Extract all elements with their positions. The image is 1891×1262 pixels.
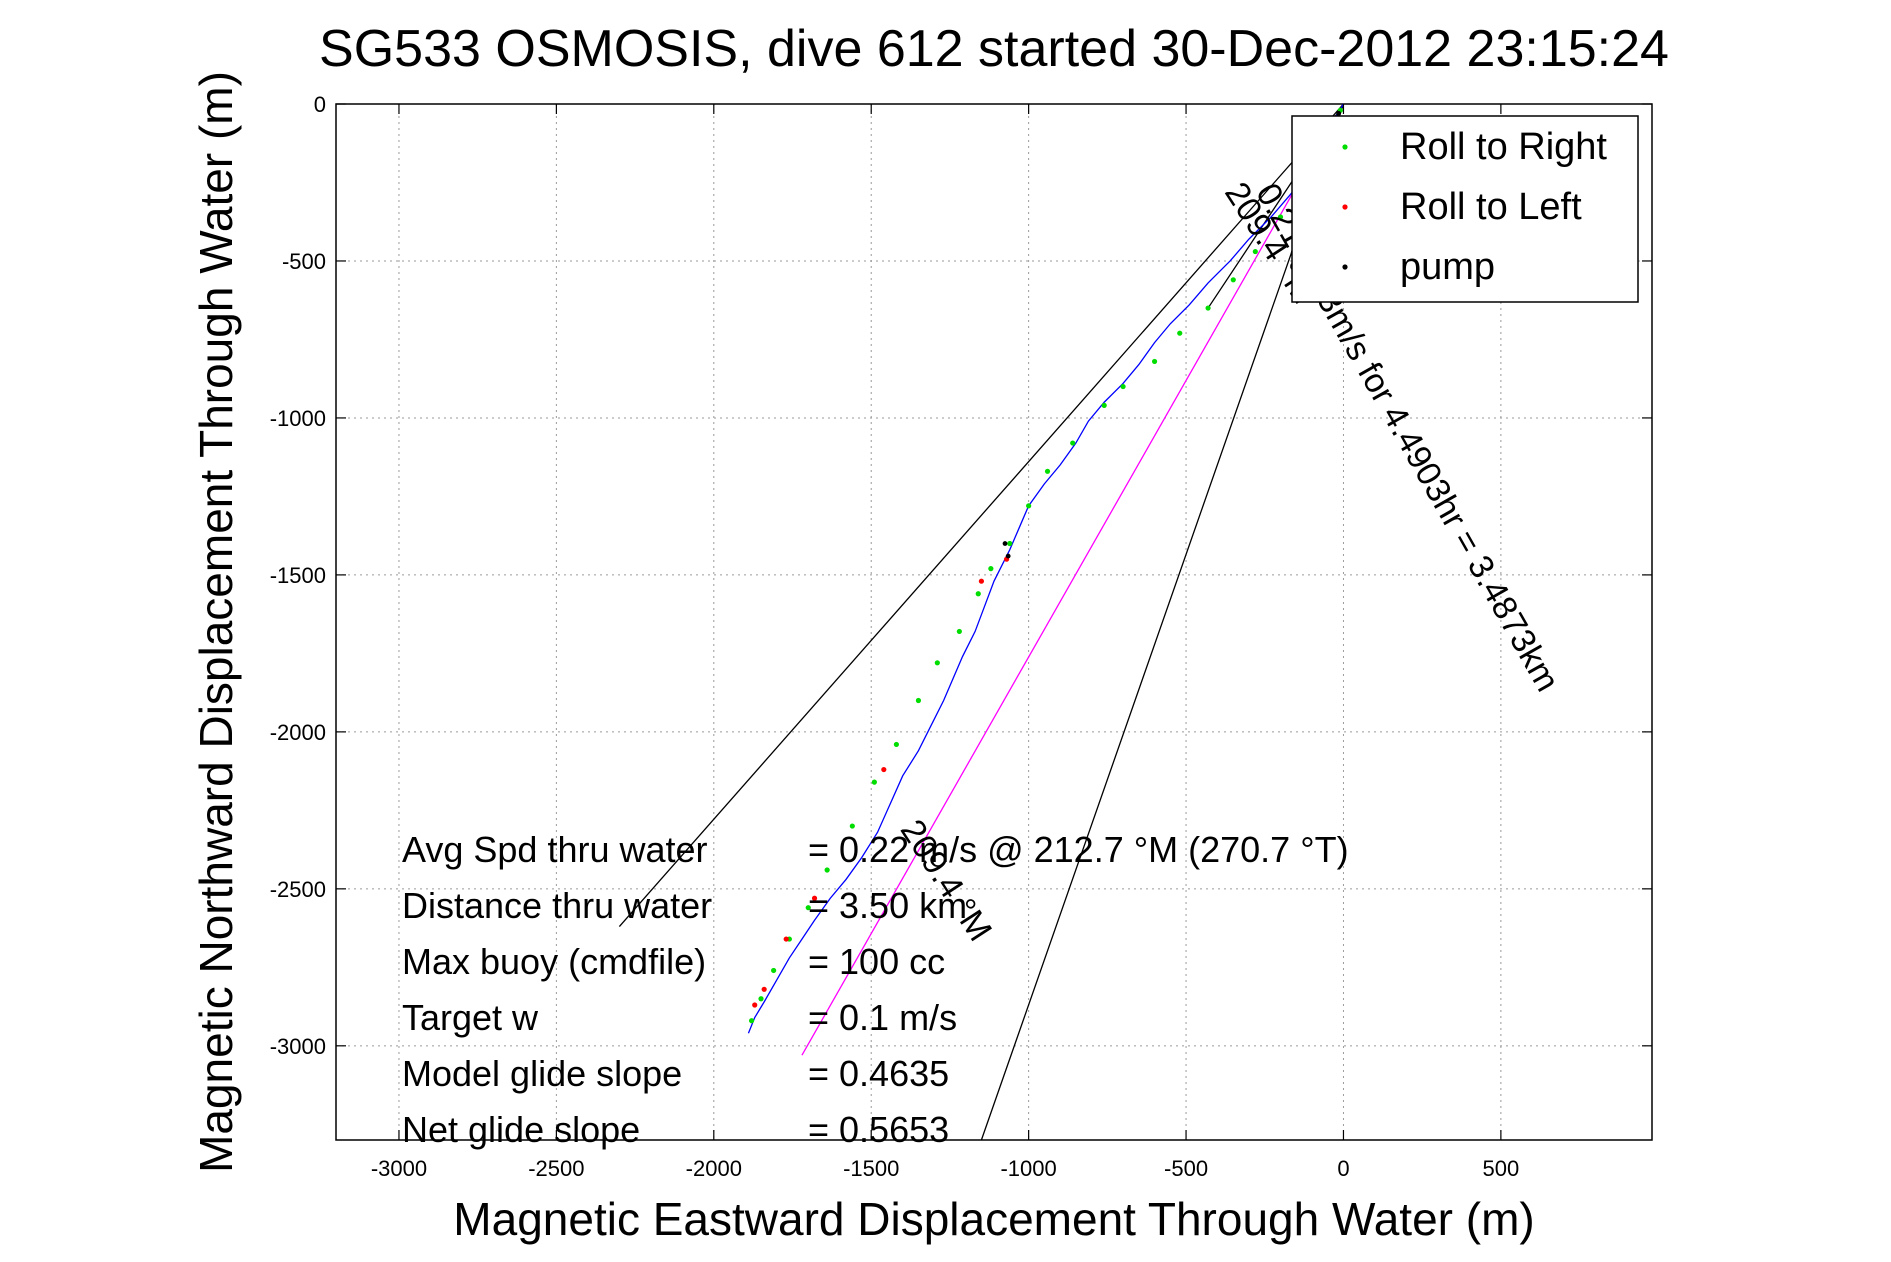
stats-label: Avg Spd thru water [402,829,708,870]
stats-label: Net glide slope [402,1109,640,1150]
roll-right-point [1120,383,1126,390]
x-tick-label: -2000 [686,1156,742,1181]
x-tick-label: -500 [1164,1156,1208,1181]
y-tick-label: -2500 [270,877,326,902]
legend-marker [1342,204,1348,210]
roll-right-point [805,905,811,911]
pump-point [1336,111,1342,116]
stats-block: Avg Spd thru water = 0.22 m/s @ 212.7 °M … [402,829,1349,1150]
x-tick-label: -2500 [528,1156,584,1181]
x-tick-label: 0 [1337,1156,1349,1181]
cone-left-line [618,103,1344,927]
roll-right-point [748,1018,755,1024]
roll-left-point [978,578,985,584]
stats-value: = 0.1 m/s [808,997,957,1038]
roll-right-point [915,697,922,704]
cone-right-line [980,103,1345,1141]
x-tick-label: 500 [1483,1156,1520,1181]
legend-label: Roll to Right [1400,126,1607,168]
ticks: -3000 -2500 -2000 -1500 -1000 -500 0 500 0 -500 -1… [270,92,1652,1181]
roll-right-point [956,628,962,635]
grid [336,103,1652,1140]
roll-right-point [1177,330,1183,336]
y-tick-label: -2000 [270,720,326,745]
pump-point [1002,541,1008,546]
chart-title: SG533 OSMOSIS, dive 612 started 30-Dec-2… [319,20,1669,78]
roll-left-point [752,1002,758,1008]
roll-right-point [1277,214,1284,220]
stats-value: = 0.22 m/s @ 212.7 °M (270.7 °T) [808,829,1349,870]
roll-right-point [1070,440,1076,446]
legend-label: Roll to Left [1400,186,1582,228]
roll-right-point [1252,248,1258,255]
roll-left-point [811,895,818,901]
stats-value: = 0.5653 [808,1109,949,1150]
roll-right-point [1151,358,1158,365]
x-tick-label: -1500 [843,1156,899,1181]
roll-left-point [881,766,887,773]
stats-label: Distance thru water [402,885,712,926]
roll-right-point [975,591,981,597]
stats-label: Model glide slope [402,1053,682,1094]
legend-label: pump [1400,246,1495,288]
roll-right-point [871,779,877,785]
roll-right-point [1007,540,1013,547]
y-tick-label: -3000 [270,1034,326,1059]
roll-right-point [824,867,830,873]
stats-value: = 3.50 km [808,885,967,926]
legend-box [1291,115,1639,303]
roll-right-point [988,566,994,572]
roll-right-point [893,741,900,748]
legend-marker [1342,264,1348,270]
legend-marker [1342,144,1348,150]
stats-value: = 0.4635 [808,1053,949,1094]
x-tick-label: -1000 [1000,1156,1056,1181]
y-tick-label: -1000 [270,406,326,431]
roll-left-point [783,936,789,942]
track-line [747,103,1345,1034]
roll-right-point [1205,305,1211,311]
roll-right-point [1230,277,1236,283]
stats-value: = 100 cc [808,941,945,982]
roll-left-point [761,986,767,992]
x-axis-title: Magnetic Eastward Displacement Through W… [453,1193,1534,1245]
plot-area [335,103,1653,1141]
roll-right-point [849,823,855,829]
stats-label: Max buoy (cmdfile) [402,941,706,982]
roll-right-point [934,660,940,666]
y-tick-label: -1500 [270,563,326,588]
track-layer [747,103,1345,1034]
y-axis-title: Magnetic Northward Displacement Through … [190,71,242,1173]
heading-line [801,103,1345,1056]
x-tick-label: -3000 [371,1156,427,1181]
roll-right-point [758,996,764,1002]
roll-right-point [1101,402,1107,408]
axes-box [335,103,1653,1141]
roll-right-point [1044,468,1051,474]
roll-right-point [1026,503,1032,509]
pump-point [1005,553,1011,559]
y-tick-label: -500 [282,249,326,274]
roll-right-point [771,967,777,974]
y-tick-label: 0 [314,92,326,117]
stats-label: Target w [402,997,539,1038]
legend: Roll to Right Roll to Left pump [1291,115,1639,303]
